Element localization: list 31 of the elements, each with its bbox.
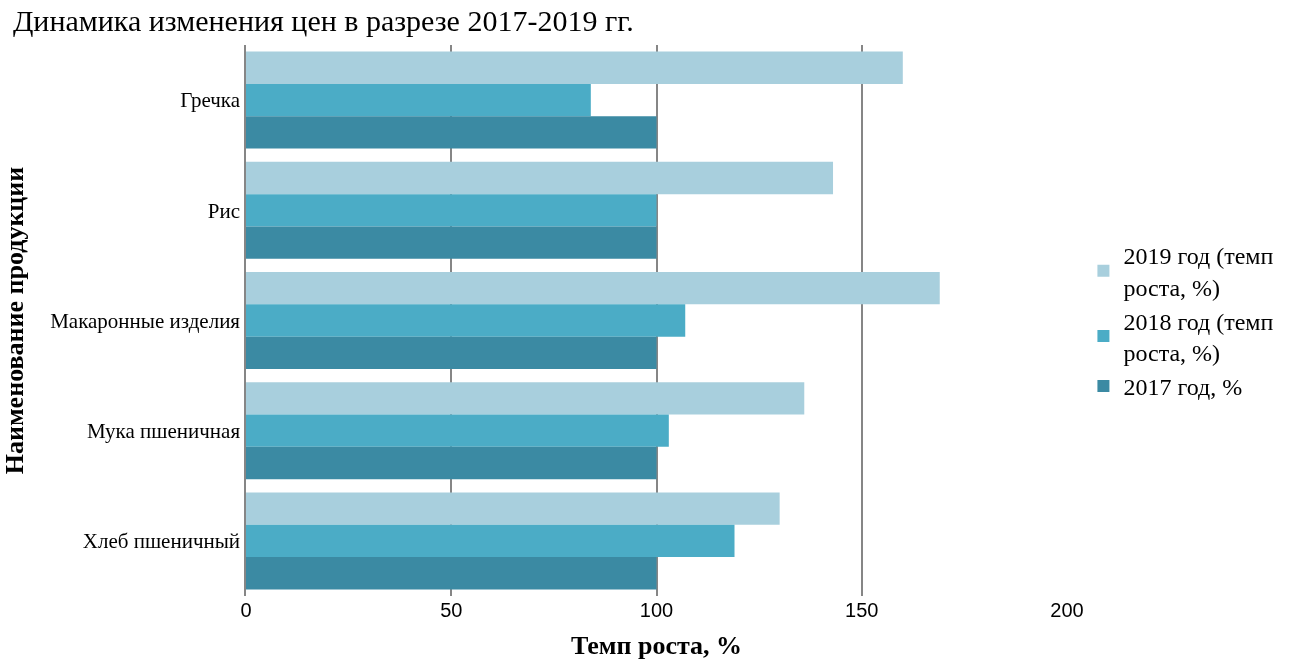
chart-title: Динамика изменения цен в разрезе 2017-2019 гг. [12,3,634,37]
legend-label: 2017 год, % [1123,374,1243,401]
legend-label: 2019 год (темп роста, %) [1123,243,1274,301]
y-tick-label: Хлеб пшеничный [82,529,241,554]
bar [246,161,834,195]
x-tick-label: 50 [440,599,463,621]
bar [246,272,940,305]
y-tick-label: Рис [207,198,241,223]
bar [246,382,805,415]
x-tick-label: 100 [639,599,674,621]
x-tick-label: 200 [1050,599,1084,621]
x-axis-title: Темп роста, % [570,630,743,660]
y-tick-label: Макаронные изделия [50,308,241,333]
y-tick-label: Гречка [180,88,241,113]
bar [246,446,657,480]
bar [246,51,903,84]
y-tick-label: Мука пшеничная [86,419,241,444]
bar [246,557,657,590]
bar [246,492,780,525]
bar [246,304,686,337]
bar [246,194,657,227]
legend-label: 2018 год (темп роста, %) [1123,308,1274,367]
bar [246,336,657,369]
bar [246,414,669,447]
bar [246,226,657,259]
bar [246,83,591,117]
y-axis-title: Наименование продукции [0,166,29,475]
bar [246,116,657,149]
x-tick-label: 150 [845,599,879,621]
bar [246,524,735,558]
x-tick-label: 0 [240,599,252,621]
